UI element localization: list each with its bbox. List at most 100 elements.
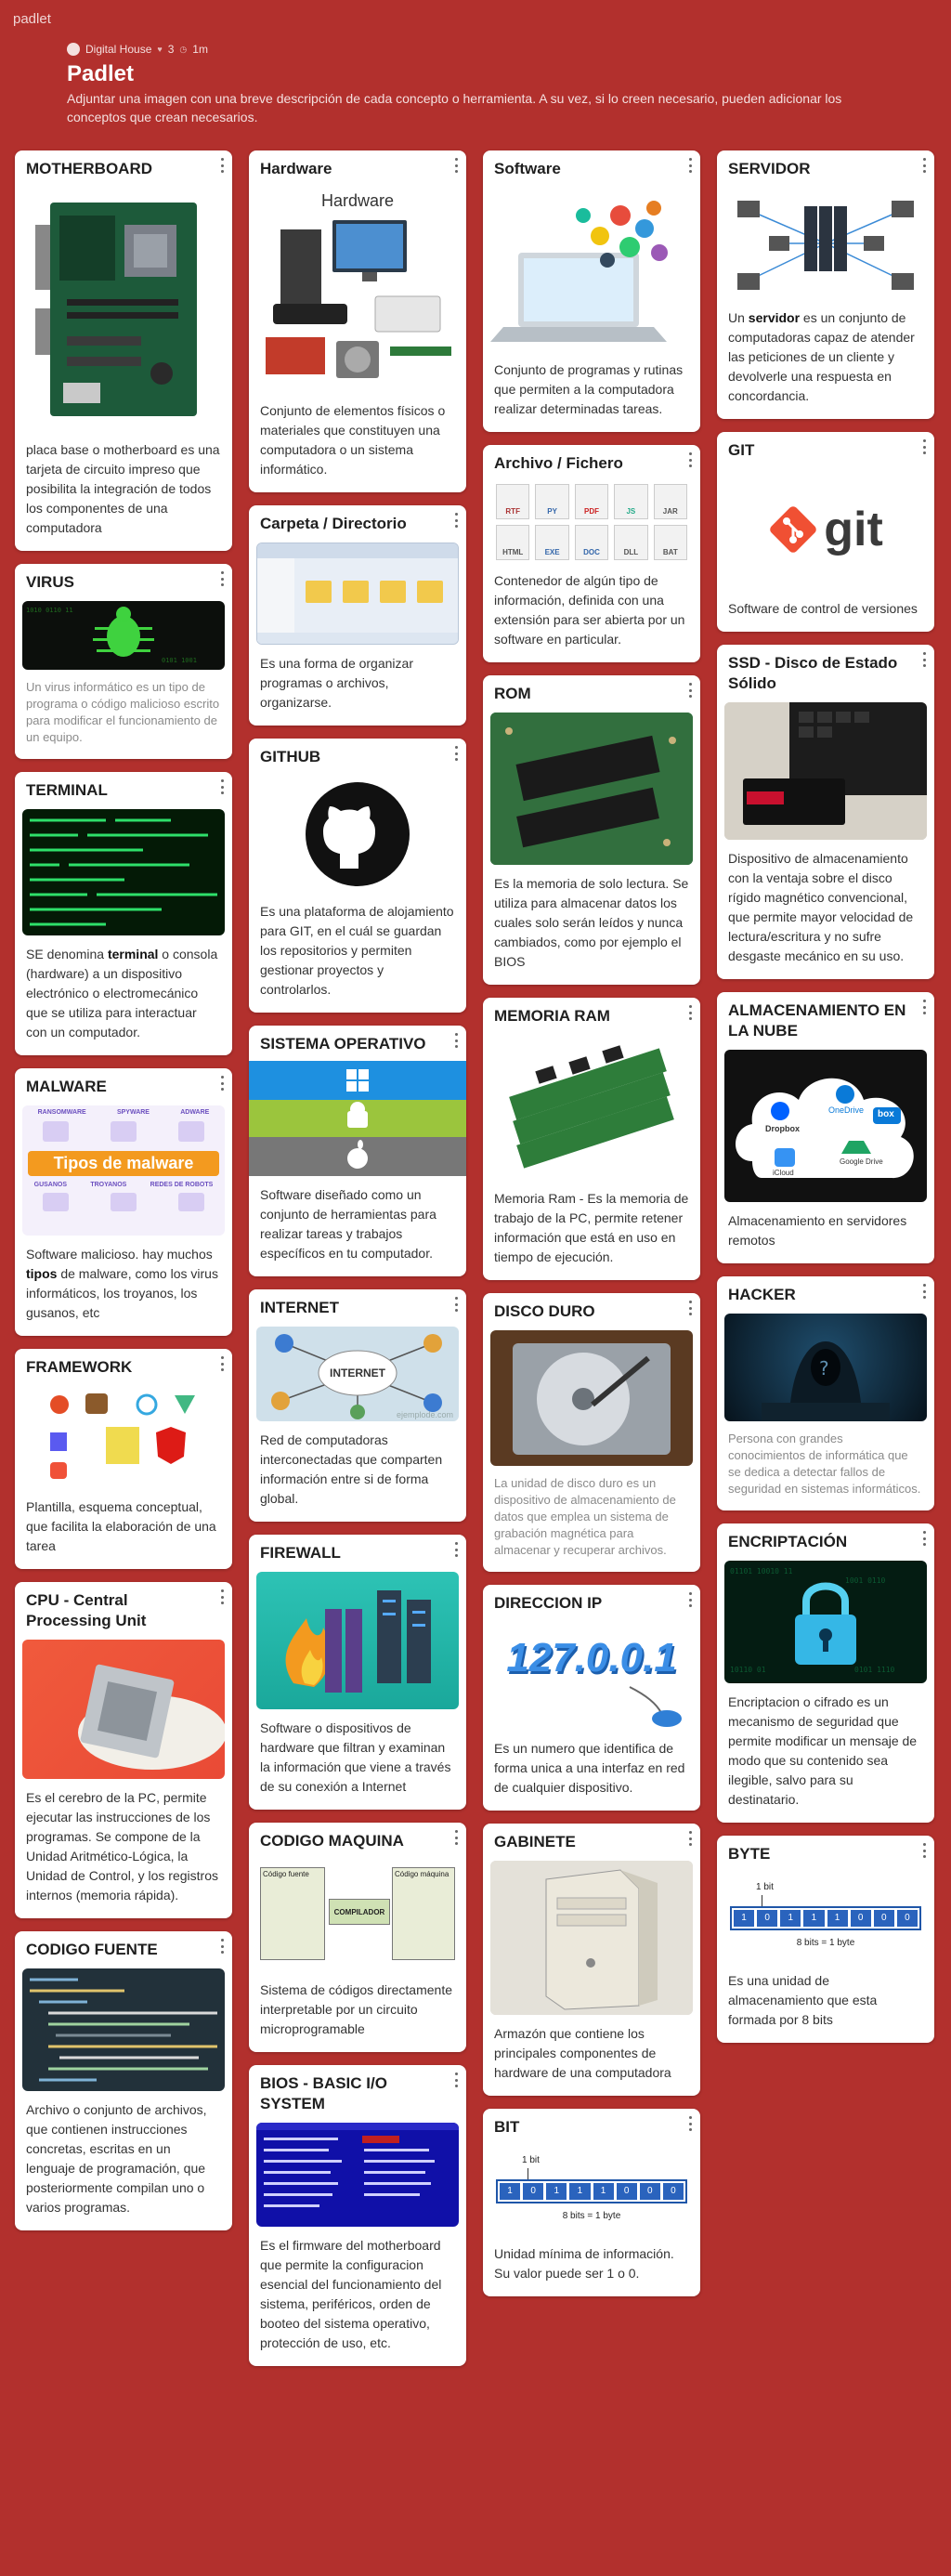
post-card-ssd[interactable]: SSD - Disco de Estado Sólido Dispositivo… bbox=[717, 645, 934, 979]
server-network-image bbox=[724, 188, 927, 299]
post-body: Red de computadoras interconectadas que … bbox=[260, 1432, 443, 1506]
post-menu-icon[interactable] bbox=[219, 1076, 225, 1091]
compiler-label: COMPILADOR bbox=[333, 1907, 385, 1916]
post-card-cpu[interactable]: CPU - Central Processing Unit Es el cere… bbox=[15, 1582, 232, 1918]
post-menu-icon[interactable] bbox=[453, 1830, 459, 1845]
post-title: Carpeta / Directorio bbox=[260, 515, 407, 532]
post-title: CODIGO FUENTE bbox=[26, 1941, 158, 1958]
post-menu-icon[interactable] bbox=[687, 158, 693, 173]
post-body: Conjunto de programas y rutinas que perm… bbox=[494, 362, 684, 416]
cloud-services-image: Dropbox OneDrive box iCloud Google Drive bbox=[724, 1050, 927, 1202]
post-card-firewall[interactable]: FIREWALL Software o dispositivos de hard… bbox=[249, 1535, 466, 1810]
post-card-hardware[interactable]: Hardware Hardware Conjunto de elementos … bbox=[249, 150, 466, 492]
post-menu-icon[interactable] bbox=[687, 1005, 693, 1020]
post-body: Software de control de versiones bbox=[728, 601, 918, 616]
post-menu-icon[interactable] bbox=[453, 513, 459, 528]
post-menu-icon[interactable] bbox=[921, 1000, 927, 1014]
post-menu-icon[interactable] bbox=[453, 2073, 459, 2087]
post-card-internet[interactable]: INTERNET INTERNET ejemplode.com Red de c… bbox=[249, 1289, 466, 1522]
internet-label: INTERNET bbox=[330, 1366, 385, 1380]
post-card-nube[interactable]: ALMACENAMIENTO EN LA NUBE Dropbox OneDri… bbox=[717, 992, 934, 1263]
post-title: BIOS - BASIC I/O SYSTEM bbox=[260, 2074, 387, 2112]
post-card-encriptacion[interactable]: ENCRIPTACIÓN 01101 10010 11 1001 0110 1011… bbox=[717, 1523, 934, 1823]
malware-banner: Tipos de malware bbox=[28, 1151, 219, 1176]
post-title: SISTEMA OPERATIVO bbox=[260, 1035, 426, 1053]
post-menu-icon[interactable] bbox=[219, 1356, 225, 1371]
post-menu-icon[interactable] bbox=[219, 1939, 225, 1954]
author-name: Digital House bbox=[85, 43, 152, 56]
post-body: Memoria Ram - Es la memoria de trabajo d… bbox=[494, 1191, 689, 1264]
post-body: Dispositivo de almacenamiento con la ven… bbox=[728, 851, 914, 963]
post-menu-icon[interactable] bbox=[219, 779, 225, 794]
post-card-codigo-fuente[interactable]: CODIGO FUENTE Archivo o conjunto de arch… bbox=[15, 1931, 232, 2230]
post-menu-icon[interactable] bbox=[453, 158, 459, 173]
post-card-git[interactable]: GIT git Software de control de versiones bbox=[717, 432, 934, 632]
post-title: Software bbox=[494, 160, 561, 177]
post-title: MALWARE bbox=[26, 1078, 107, 1095]
svg-text:1010 0110 11: 1010 0110 11 bbox=[26, 607, 73, 614]
post-menu-icon[interactable] bbox=[453, 746, 459, 761]
post-card-motherboard[interactable]: MOTHERBOARD placa base o motherboard es … bbox=[15, 150, 232, 551]
post-title: GITHUB bbox=[260, 748, 321, 765]
post-menu-icon[interactable] bbox=[921, 439, 927, 454]
post-menu-icon[interactable] bbox=[453, 1033, 459, 1048]
post-card-bios[interactable]: BIOS - BASIC I/O SYSTEM Es el firmware d… bbox=[249, 2065, 466, 2366]
post-card-codigo-maquina[interactable]: CODIGO MAQUINA Código fuente COMPILADOR … bbox=[249, 1823, 466, 2052]
post-card-malware[interactable]: MALWARE RANSOMWARE SPYWARE ADWARE Tipos de… bbox=[15, 1068, 232, 1336]
post-card-disco-duro[interactable]: DISCO DURO La unidad de disco duro es un… bbox=[483, 1293, 700, 1572]
page-description: Adjuntar una imagen con una breve descri… bbox=[67, 91, 842, 124]
post-menu-icon[interactable] bbox=[219, 158, 225, 173]
post-title: MEMORIA RAM bbox=[494, 1007, 610, 1025]
svg-text:0101 1110: 0101 1110 bbox=[854, 1666, 895, 1674]
internet-diagram: INTERNET ejemplode.com bbox=[256, 1327, 459, 1421]
post-menu-icon[interactable] bbox=[453, 1542, 459, 1557]
post-title: Hardware bbox=[260, 160, 332, 177]
post-menu-icon[interactable] bbox=[687, 1831, 693, 1846]
post-title: ENCRIPTACIÓN bbox=[728, 1533, 848, 1550]
post-menu-icon[interactable] bbox=[687, 683, 693, 698]
post-menu-icon[interactable] bbox=[921, 158, 927, 173]
post-menu-icon[interactable] bbox=[219, 571, 225, 586]
padlet-logo[interactable]: padlet bbox=[13, 11, 51, 27]
post-body: Es el cerebro de la PC, permite ejecutar… bbox=[26, 1790, 218, 1903]
post-menu-icon[interactable] bbox=[921, 652, 927, 667]
post-card-software[interactable]: Software Conjunto de programas y rutinas… bbox=[483, 150, 700, 432]
post-body: Persona con grandes conocimientos de inf… bbox=[728, 1432, 921, 1496]
post-card-rom[interactable]: ROM Es la memoria de solo lectura. Se ut… bbox=[483, 675, 700, 985]
post-card-sistema-operativo[interactable]: SISTEMA OPERATIVO Software diseñado como… bbox=[249, 1026, 466, 1276]
post-card-framework[interactable]: FRAMEWORK Plantilla, esquema conceptual,… bbox=[15, 1349, 232, 1569]
post-card-servidor[interactable]: SERVIDOR Un servidor es un conjunto de c… bbox=[717, 150, 934, 419]
post-menu-icon[interactable] bbox=[921, 1843, 927, 1858]
post-card-archivo[interactable]: Archivo / Fichero RTF PY PDF JS JAR HTML… bbox=[483, 445, 700, 662]
image-watermark: ejemplode.com bbox=[396, 1410, 453, 1419]
post-body: Es el firmware del motherboard que permi… bbox=[260, 2238, 442, 2350]
virus-image: 1010 0110 11 0101 1001 bbox=[22, 601, 225, 670]
post-card-virus[interactable]: VIRUS 1010 0110 11 0101 1001 Un virus inf… bbox=[15, 564, 232, 759]
post-title: FIREWALL bbox=[260, 1544, 341, 1562]
post-menu-icon[interactable] bbox=[687, 452, 693, 467]
post-menu-icon[interactable] bbox=[921, 1284, 927, 1299]
file-icon: PDF bbox=[574, 484, 609, 519]
post-menu-icon[interactable] bbox=[687, 2116, 693, 2131]
file-icon: JS bbox=[614, 484, 648, 519]
post-card-github[interactable]: GITHUB Es una plataforma de alojamiento … bbox=[249, 739, 466, 1013]
post-card-carpeta[interactable]: Carpeta / Directorio Es una forma de org… bbox=[249, 505, 466, 726]
post-menu-icon[interactable] bbox=[219, 1589, 225, 1604]
post-body: Es un numero que identifica de forma uni… bbox=[494, 1741, 685, 1795]
post-card-terminal[interactable]: TERMINAL SE denomina terminal o consola … bbox=[15, 772, 232, 1055]
framework-logos bbox=[22, 1386, 225, 1488]
post-card-hacker[interactable]: HACKER ? Persona con grandes conocimient… bbox=[717, 1276, 934, 1510]
file-icon: BAT bbox=[653, 525, 687, 560]
post-body: placa base o motherboard es una tarjeta … bbox=[26, 442, 220, 535]
post-card-gabinete[interactable]: GABINETE Armazón que contiene los princi… bbox=[483, 1824, 700, 2096]
post-body: Plantilla, esquema conceptual, que facil… bbox=[26, 1499, 216, 1553]
post-card-direccion-ip[interactable]: DIRECCION IP 127.0.0.1 Es un numero que … bbox=[483, 1585, 700, 1811]
post-card-memoria-ram[interactable]: MEMORIA RAM Memoria Ram - Es la memoria … bbox=[483, 998, 700, 1280]
post-menu-icon[interactable] bbox=[687, 1592, 693, 1607]
post-menu-icon[interactable] bbox=[921, 1531, 927, 1546]
post-menu-icon[interactable] bbox=[453, 1297, 459, 1312]
post-menu-icon[interactable] bbox=[687, 1301, 693, 1315]
